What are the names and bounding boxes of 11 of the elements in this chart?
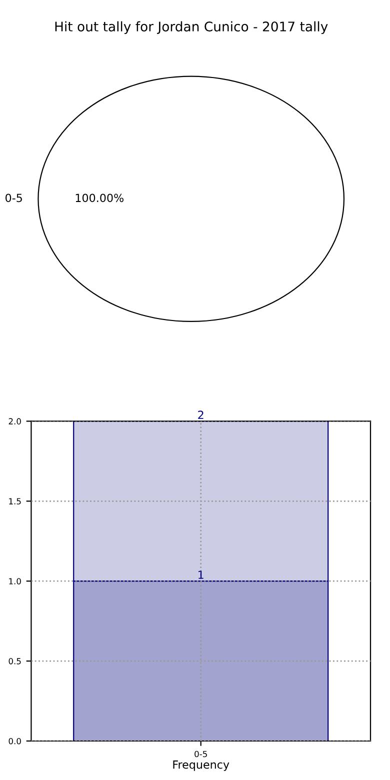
data-label: 1 xyxy=(198,570,204,579)
total-label: 2 xyxy=(198,410,204,419)
slice-label: 0-5 xyxy=(6,194,22,202)
y-tick-label: 1.5 xyxy=(9,498,21,504)
data-label: 100.00% xyxy=(76,194,124,202)
y-tick-label: 1.0 xyxy=(9,578,21,584)
x-axis-title: Frequency xyxy=(173,760,230,771)
y-tick-label: 2.0 xyxy=(8,418,21,424)
chart-title: Hit out tally for Jordan Cunico - 2017 tally xyxy=(55,21,328,34)
y-tick-label: 0.5 xyxy=(8,658,21,664)
y-tick-label: 0.0 xyxy=(8,738,21,744)
